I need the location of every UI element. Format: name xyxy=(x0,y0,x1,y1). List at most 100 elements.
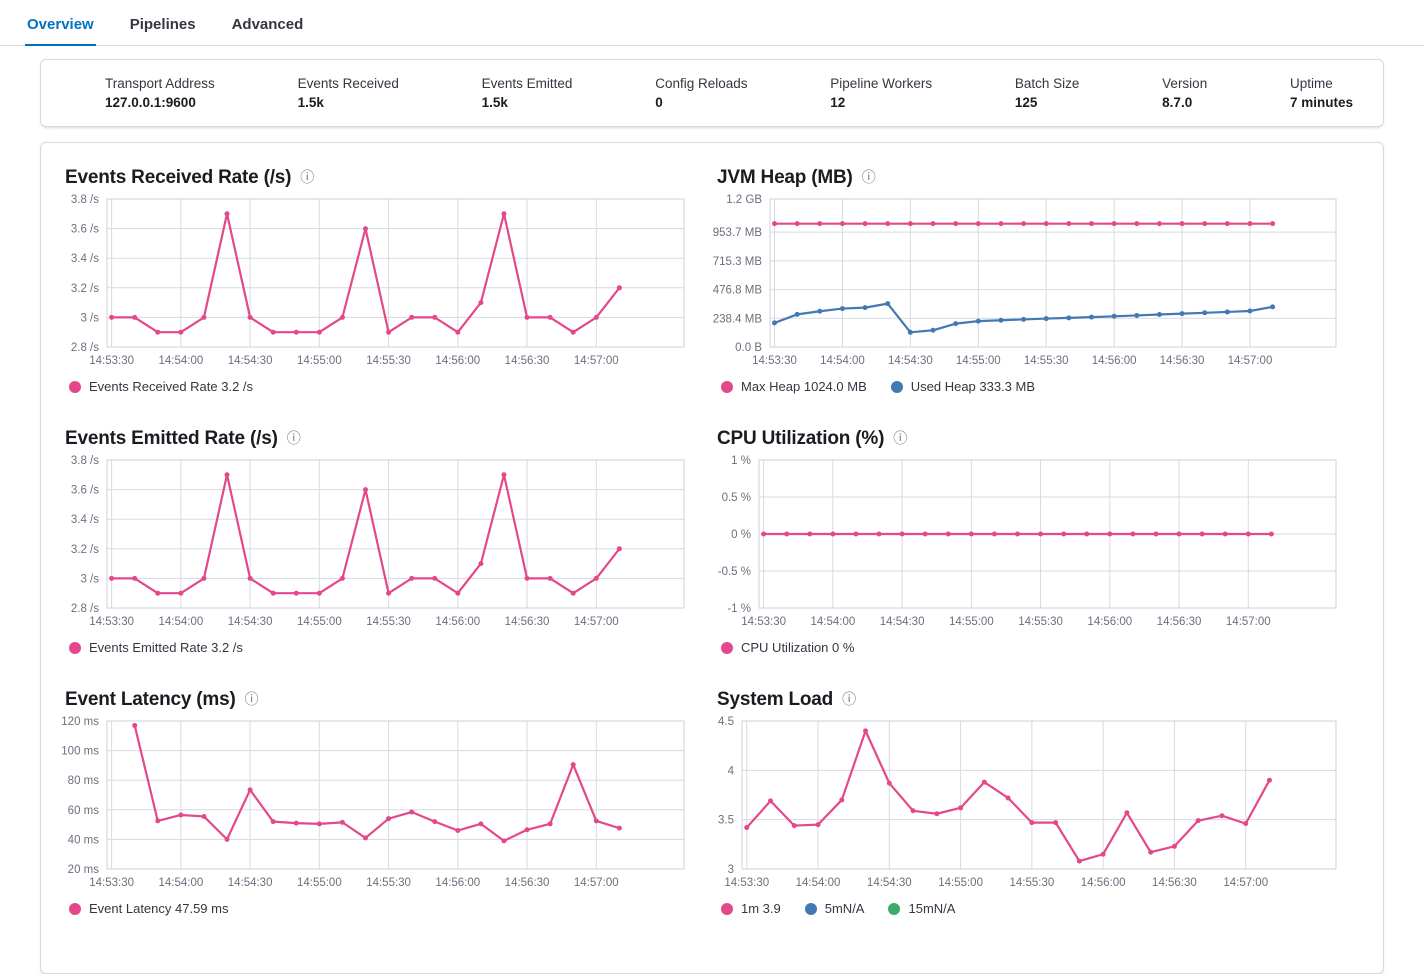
legend-label: Used Heap 333.3 MB xyxy=(910,379,1036,394)
legend-item[interactable]: Event Latency 47.59 ms xyxy=(69,901,228,916)
system-load-chart[interactable]: 4.5 4 3.5 3 14:53:30 14:54:00 14:54:30 14:55:00… xyxy=(717,716,1339,895)
legend-item[interactable]: Max Heap 1024.0 MB xyxy=(721,379,867,394)
svg-text:14:56:30: 14:56:30 xyxy=(505,355,550,367)
svg-text:3: 3 xyxy=(728,864,734,876)
svg-text:3.6 /s: 3.6 /s xyxy=(71,485,99,497)
legend-dot-icon xyxy=(890,380,903,393)
svg-text:14:56:30: 14:56:30 xyxy=(1157,616,1202,628)
summary-value: 127.0.0.1:9600 xyxy=(105,95,196,110)
svg-text:14:54:00: 14:54:00 xyxy=(158,355,203,367)
legend-label: 1m 3.9 xyxy=(741,901,781,916)
summary-label: Batch Size xyxy=(1014,76,1080,91)
summary-label: Uptime xyxy=(1289,76,1333,91)
legend-item[interactable]: Events Received Rate 3.2 /s xyxy=(69,379,253,394)
svg-text:3 /s: 3 /s xyxy=(80,573,99,585)
svg-text:14:57:00: 14:57:00 xyxy=(1228,355,1273,367)
svg-text:14:56:00: 14:56:00 xyxy=(435,616,480,628)
events-received-rate-chart[interactable]: 3.8 /s 3.6 /s 3.4 /s 3.2 /s 3 /s 2.8 /s 14:53:… xyxy=(65,194,687,373)
legend-dot-icon xyxy=(721,641,733,654)
summary-item-config-reloads: Config Reloads 0 xyxy=(655,76,747,110)
svg-text:14:55:30: 14:55:30 xyxy=(1009,877,1054,889)
cpu-utilization-chart[interactable]: 1 % 0.5 % 0 % -0.5 % -1 % 14:53:30 14:54:00 14:… xyxy=(717,455,1339,634)
tab-pipelines[interactable]: Pipelines xyxy=(129,16,196,33)
chart-title: Events Received Rate (/s) xyxy=(65,167,292,188)
legend-dot-icon xyxy=(721,380,733,393)
svg-text:14:55:30: 14:55:30 xyxy=(1018,616,1063,628)
svg-text:14:54:30: 14:54:30 xyxy=(867,877,912,889)
svg-text:14:55:30: 14:55:30 xyxy=(366,616,411,628)
charts-panel: Events Received Rate (/s) ⓘ 3.8 /s 3.6 /s… xyxy=(40,142,1384,974)
legend-label: Events Emitted Rate 3.2 /s xyxy=(89,640,243,655)
chart-section-cpu-utilization: CPU Utilization (%) ⓘ 1 % 0.5 % 0 % -0.5 % -… xyxy=(717,428,1339,655)
svg-text:238.4 MB: 238.4 MB xyxy=(713,313,763,325)
event-latency-chart[interactable]: 120 ms 100 ms 80 ms 60 ms 40 ms 20 ms 14:53:30… xyxy=(61,716,687,895)
info-icon[interactable]: ⓘ xyxy=(893,431,908,447)
chart-legend: 1m 3.9 5mN/A 15mN/A xyxy=(717,901,1339,916)
info-icon[interactable]: ⓘ xyxy=(300,170,315,186)
info-icon[interactable]: ⓘ xyxy=(861,170,876,186)
svg-text:14:53:30: 14:53:30 xyxy=(724,877,769,889)
summary-item-events-emitted: Events Emitted 1.5k xyxy=(482,76,573,110)
svg-text:715.3 MB: 715.3 MB xyxy=(713,256,763,268)
info-icon[interactable]: ⓘ xyxy=(286,431,301,447)
summary-item-version: Version 8.7.0 xyxy=(1162,76,1207,110)
summary-item-uptime: Uptime 7 minutes xyxy=(1290,76,1353,110)
svg-text:120 ms: 120 ms xyxy=(61,716,99,728)
svg-text:14:57:00: 14:57:00 xyxy=(1226,616,1271,628)
svg-text:14:55:00: 14:55:00 xyxy=(297,616,342,628)
legend-item[interactable]: Used Heap 333.3 MB xyxy=(890,379,1036,394)
legend-item[interactable]: 15mN/A xyxy=(888,901,955,916)
jvm-heap-chart[interactable]: 1.2 GB 953.7 MB 715.3 MB 476.8 MB 238.4 MB 0.… xyxy=(713,194,1339,373)
info-icon[interactable]: ⓘ xyxy=(842,692,857,708)
svg-text:2.8 /s: 2.8 /s xyxy=(71,603,99,615)
legend-item[interactable]: 5mN/A xyxy=(804,901,864,916)
svg-text:1.2 GB: 1.2 GB xyxy=(726,194,762,206)
events-emitted-rate-chart[interactable]: 3.8 /s 3.6 /s 3.4 /s 3.2 /s 3 /s 2.8 /s 14:53:… xyxy=(65,455,687,634)
svg-text:3.5: 3.5 xyxy=(718,815,734,827)
summary-value: 8.7.0 xyxy=(1162,95,1193,110)
legend-dot-icon xyxy=(69,641,81,654)
svg-text:40 ms: 40 ms xyxy=(68,834,100,846)
chart-title: CPU Utilization (%) xyxy=(717,428,885,449)
svg-text:14:57:00: 14:57:00 xyxy=(574,355,619,367)
legend-label: Events Received Rate 3.2 /s xyxy=(89,379,254,394)
summary-item-events-received: Events Received 1.5k xyxy=(298,76,399,110)
legend-dot-icon xyxy=(69,380,81,393)
legend-dot-icon xyxy=(721,902,733,915)
svg-text:4: 4 xyxy=(728,765,735,777)
summary-item-batch-size: Batch Size 125 xyxy=(1015,76,1080,110)
summary-item-pipeline-workers: Pipeline Workers 12 xyxy=(830,76,932,110)
svg-text:14:55:30: 14:55:30 xyxy=(1024,355,1069,367)
svg-text:14:56:30: 14:56:30 xyxy=(505,616,550,628)
legend-item[interactable]: 1m 3.9 xyxy=(721,901,781,916)
svg-text:14:55:00: 14:55:00 xyxy=(956,355,1001,367)
svg-text:14:56:00: 14:56:00 xyxy=(435,877,480,889)
svg-text:0 %: 0 % xyxy=(731,529,751,541)
tab-overview[interactable]: Overview xyxy=(25,14,96,46)
chart-section-jvm-heap: JVM Heap (MB) ⓘ 1.2 GB 953.7 MB 715.3 MB 47… xyxy=(713,167,1339,394)
legend-label: Event Latency 47.59 ms xyxy=(89,901,229,916)
chart-legend: Max Heap 1024.0 MB Used Heap 333.3 MB xyxy=(717,379,1339,394)
legend-label: Max Heap 1024.0 MB xyxy=(741,379,867,394)
info-icon[interactable]: ⓘ xyxy=(244,692,259,708)
svg-text:14:55:30: 14:55:30 xyxy=(366,355,411,367)
svg-text:0.5 %: 0.5 % xyxy=(722,492,751,504)
summary-value: 0 xyxy=(655,95,663,110)
legend-label: CPU Utilization 0 % xyxy=(741,640,855,655)
tab-advanced[interactable]: Advanced xyxy=(231,16,304,33)
svg-text:14:56:00: 14:56:00 xyxy=(435,355,480,367)
svg-text:3.4 /s: 3.4 /s xyxy=(71,253,99,265)
summary-value: 1.5k xyxy=(481,95,508,110)
svg-text:14:55:00: 14:55:00 xyxy=(297,355,342,367)
svg-text:14:53:30: 14:53:30 xyxy=(752,355,797,367)
svg-text:-0.5 %: -0.5 % xyxy=(718,566,751,578)
svg-text:80 ms: 80 ms xyxy=(68,775,100,787)
svg-text:14:53:30: 14:53:30 xyxy=(89,355,134,367)
legend-item[interactable]: Events Emitted Rate 3.2 /s xyxy=(69,640,243,655)
legend-item[interactable]: CPU Utilization 0 % xyxy=(721,640,854,655)
svg-text:14:57:00: 14:57:00 xyxy=(1223,877,1268,889)
legend-dot-icon xyxy=(804,902,817,915)
svg-text:3.2 /s: 3.2 /s xyxy=(71,283,99,295)
summary-value: 7 minutes xyxy=(1289,95,1353,110)
summary-label: Transport Address xyxy=(105,76,215,91)
